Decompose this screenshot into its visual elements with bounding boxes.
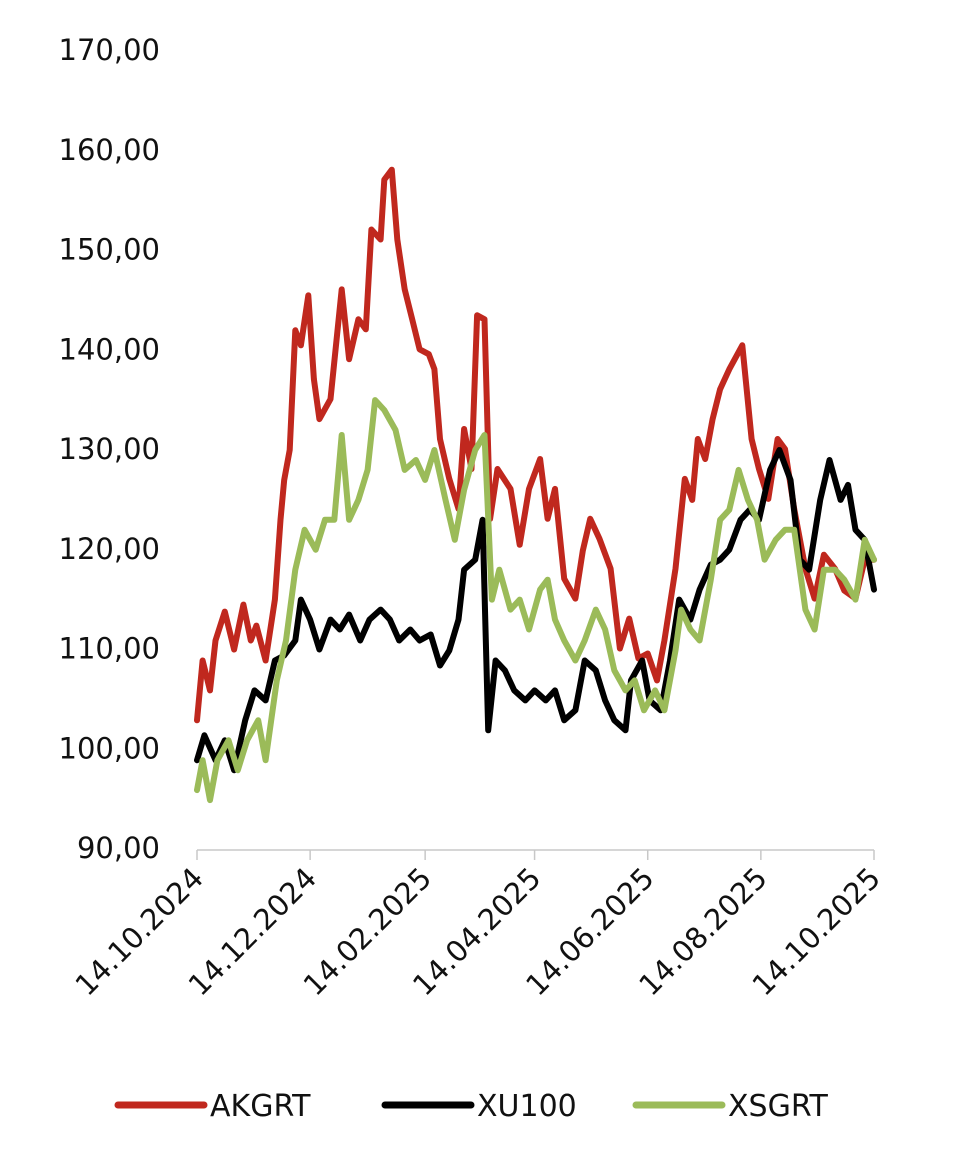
series-line-akgrt — [194, 166, 877, 724]
series-lines — [194, 166, 877, 804]
y-tick-label: 160,00 — [59, 133, 160, 167]
legend: AKGRT XU100 XSGRT — [114, 1089, 829, 1124]
y-tick-label: 130,00 — [59, 432, 160, 466]
legend-label: AKGRT — [210, 1089, 311, 1124]
y-tick-label: 140,00 — [59, 332, 160, 366]
series-line-xsgrt — [194, 397, 877, 804]
legend-label: XU100 — [477, 1089, 577, 1124]
y-tick-label: 90,00 — [77, 831, 160, 865]
y-tick-label: 100,00 — [59, 731, 160, 765]
y-axis: 90,00 100,00 110,00 120,00 130,00 140,00 150,0… — [59, 33, 160, 865]
y-tick-label: 150,00 — [59, 233, 160, 267]
y-tick-label: 170,00 — [59, 33, 160, 67]
series-line-xu100 — [194, 447, 877, 774]
x-axis: 14.10.202414.12.202414.02.202514.04.2025… — [68, 849, 887, 1002]
y-tick-label: 110,00 — [59, 632, 160, 666]
y-tick-label: 120,00 — [59, 532, 160, 566]
legend-label: XSGRT — [728, 1089, 829, 1124]
